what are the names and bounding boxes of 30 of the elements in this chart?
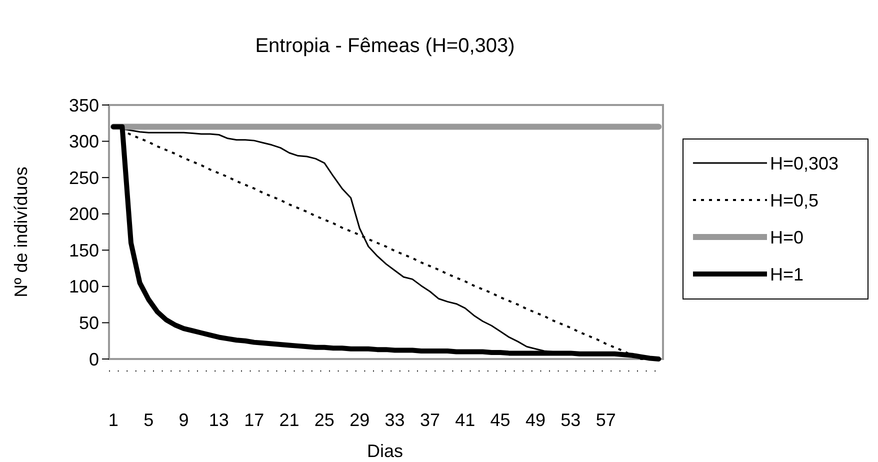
x-tick-label: 57 bbox=[596, 410, 616, 430]
x-tick-label: 1 bbox=[108, 410, 118, 430]
x-tick-label: 37 bbox=[420, 410, 440, 430]
x-tick-label: 29 bbox=[350, 410, 370, 430]
x-tick-label: 49 bbox=[525, 410, 546, 430]
x-tick-label: 17 bbox=[244, 410, 264, 430]
y-tick-label: 150 bbox=[68, 240, 99, 260]
x-tick-label: 53 bbox=[560, 410, 581, 430]
legend-label: H=0 bbox=[770, 227, 804, 248]
legend-label: H=0,303 bbox=[770, 153, 839, 174]
y-axis-title: Nº de indivíduos bbox=[11, 166, 31, 298]
chart-title: Entropia - Fêmeas (H=0,303) bbox=[255, 35, 515, 57]
y-tick-label: 350 bbox=[68, 95, 99, 116]
x-tick-label: 25 bbox=[314, 410, 334, 430]
y-tick-label: 250 bbox=[68, 168, 99, 188]
y-tick-label: 200 bbox=[68, 204, 99, 224]
y-tick-label: 0 bbox=[88, 349, 99, 370]
x-tick-label: 41 bbox=[455, 410, 476, 430]
legend-label: H=0,5 bbox=[770, 190, 819, 210]
x-tick-label: 33 bbox=[384, 410, 405, 430]
x-axis-title: Dias bbox=[366, 441, 404, 461]
x-tick-label: 45 bbox=[490, 410, 510, 430]
y-tick-label: 300 bbox=[68, 132, 99, 152]
x-tick-label: 21 bbox=[279, 410, 300, 430]
y-tick-label: 100 bbox=[68, 276, 99, 297]
y-tick-label: 50 bbox=[78, 313, 99, 334]
x-tick-label: 5 bbox=[144, 410, 154, 430]
x-tick-label: 9 bbox=[178, 410, 189, 430]
legend-label: H=1 bbox=[770, 264, 804, 284]
x-tick-label: 13 bbox=[208, 410, 229, 430]
